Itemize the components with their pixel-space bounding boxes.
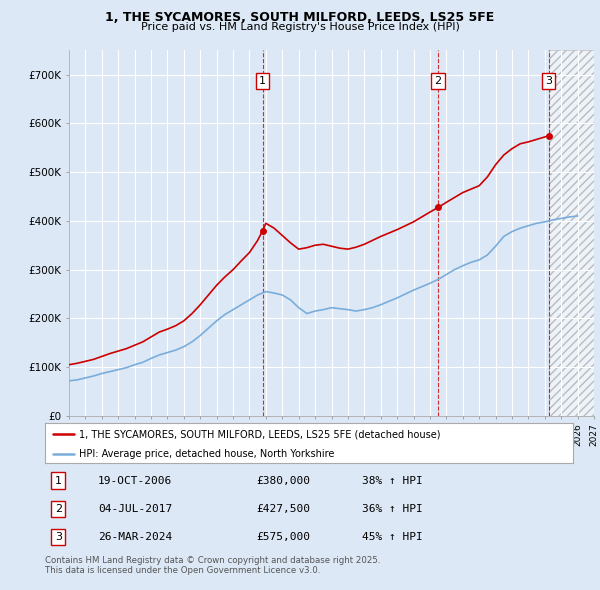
Text: Price paid vs. HM Land Registry's House Price Index (HPI): Price paid vs. HM Land Registry's House …	[140, 22, 460, 32]
Text: 45% ↑ HPI: 45% ↑ HPI	[362, 532, 422, 542]
Text: 1: 1	[55, 476, 62, 486]
Text: 3: 3	[545, 76, 553, 86]
Text: £575,000: £575,000	[256, 532, 310, 542]
Text: 38% ↑ HPI: 38% ↑ HPI	[362, 476, 422, 486]
Text: £380,000: £380,000	[256, 476, 310, 486]
Text: £427,500: £427,500	[256, 504, 310, 514]
Text: Contains HM Land Registry data © Crown copyright and database right 2025.
This d: Contains HM Land Registry data © Crown c…	[45, 556, 380, 575]
Text: 26-MAR-2024: 26-MAR-2024	[98, 532, 172, 542]
Text: 1, THE SYCAMORES, SOUTH MILFORD, LEEDS, LS25 5FE: 1, THE SYCAMORES, SOUTH MILFORD, LEEDS, …	[106, 11, 494, 24]
Text: 1: 1	[259, 76, 266, 86]
Text: 1, THE SYCAMORES, SOUTH MILFORD, LEEDS, LS25 5FE (detached house): 1, THE SYCAMORES, SOUTH MILFORD, LEEDS, …	[79, 430, 441, 440]
Bar	[549, 50, 594, 416]
Text: 04-JUL-2017: 04-JUL-2017	[98, 504, 172, 514]
Text: HPI: Average price, detached house, North Yorkshire: HPI: Average price, detached house, Nort…	[79, 450, 335, 460]
Text: 19-OCT-2006: 19-OCT-2006	[98, 476, 172, 486]
Text: 2: 2	[434, 76, 442, 86]
Text: 2: 2	[55, 504, 62, 514]
Text: 3: 3	[55, 532, 62, 542]
Bar	[549, 50, 594, 416]
Text: 36% ↑ HPI: 36% ↑ HPI	[362, 504, 422, 514]
